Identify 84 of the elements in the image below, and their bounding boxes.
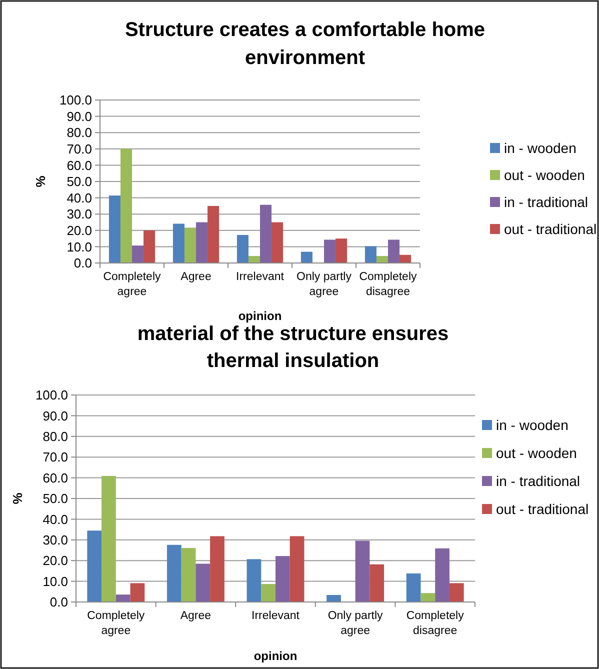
- bar: [144, 230, 156, 263]
- y-tick-label: 20.0: [42, 553, 68, 568]
- chart-title: material of the structure ensures thermal insulation: [137, 323, 449, 372]
- bar: [246, 559, 262, 602]
- bar: [208, 206, 220, 263]
- chart-title: Structure creates a comfortable home environment: [124, 19, 486, 69]
- bar: [388, 240, 400, 263]
- y-tick-label: 90.0: [66, 108, 92, 124]
- legend-label: out - wooden: [504, 166, 585, 183]
- x-tick-label: Only partly agree: [296, 271, 352, 298]
- y-tick-label: 10.0: [66, 239, 92, 254]
- bar: [196, 222, 208, 263]
- bar: [276, 556, 290, 602]
- bar: [172, 224, 184, 263]
- bar: [364, 246, 376, 263]
- bar: [132, 246, 144, 263]
- x-axis-title: opinion: [254, 649, 298, 663]
- x-tick-label: Irrelevant: [252, 610, 300, 622]
- bar: [300, 252, 312, 263]
- x-tick-label: Completely disagree: [406, 610, 464, 637]
- bar: [290, 536, 304, 602]
- bar: [108, 196, 120, 263]
- bar: [324, 240, 336, 263]
- y-tick-label: 70.0: [66, 141, 92, 156]
- bar: [370, 564, 384, 602]
- bar: [181, 548, 196, 602]
- y-tick-label: 50.0: [66, 174, 92, 190]
- y-tick-label: 30.0: [42, 532, 68, 548]
- y-tick-label: 20.0: [66, 222, 92, 238]
- bar: [272, 222, 284, 263]
- legend-label: in - traditional: [496, 472, 580, 489]
- x-tick-label: Agree: [180, 271, 212, 283]
- legend-label: in - traditional: [504, 194, 588, 210]
- bar: [355, 540, 370, 602]
- bar: [102, 476, 116, 602]
- bar: [196, 564, 210, 602]
- bar: [166, 544, 182, 602]
- bar: [210, 536, 224, 602]
- bar: [376, 256, 388, 263]
- bar: [260, 204, 272, 263]
- bar: [326, 594, 341, 602]
- y-tick-label: 100.0: [59, 92, 92, 108]
- bar: [400, 254, 412, 263]
- bar: [184, 228, 196, 263]
- legend-label: in - wooden: [496, 416, 568, 433]
- bar: [248, 256, 260, 263]
- legend-label: in - wooden: [504, 140, 576, 156]
- y-tick-label: 60.0: [66, 158, 92, 173]
- x-tick-label: Irrelevant: [236, 271, 285, 283]
- x-tick-label: Completely agree: [103, 271, 162, 298]
- x-tick-label: Completely disagree: [359, 271, 418, 298]
- x-tick-label: Completely agree: [87, 610, 145, 637]
- y-tick-label: 0.0: [74, 256, 92, 271]
- y-tick-label: 40.0: [42, 512, 68, 527]
- bar: [261, 584, 276, 602]
- bar: [336, 238, 348, 263]
- bar: [116, 594, 130, 602]
- bar: [406, 573, 421, 602]
- bar: [420, 593, 436, 602]
- bar: [435, 548, 450, 602]
- y-tick-label: 0.0: [50, 594, 68, 610]
- y-tick-label: 50.0: [42, 491, 68, 506]
- y-tick-label: 10.0: [42, 574, 68, 589]
- y-tick-label: 80.0: [42, 428, 68, 444]
- y-tick-label: 70.0: [42, 450, 68, 465]
- y-axis-title: %: [33, 175, 48, 188]
- y-tick-label: 90.0: [42, 408, 68, 424]
- y-tick-label: 30.0: [66, 206, 92, 222]
- legend-label: out - traditional: [496, 500, 589, 517]
- bar: [87, 530, 102, 602]
- x-axis-title: opinion: [238, 309, 282, 323]
- y-tick-label: 100.0: [35, 388, 68, 403]
- bar: [130, 583, 145, 602]
- y-tick-label: 40.0: [66, 190, 92, 206]
- bar: [449, 583, 464, 602]
- y-tick-label: 80.0: [66, 125, 92, 140]
- legend-label: out - traditional: [504, 220, 597, 237]
- x-tick-label: Agree: [180, 610, 212, 622]
- y-tick-label: 60.0: [42, 470, 68, 486]
- bar: [120, 148, 132, 263]
- bar: [236, 234, 248, 263]
- x-tick-label: Only partly agree: [328, 610, 384, 637]
- legend-label: out - wooden: [496, 444, 577, 461]
- y-axis-title: %: [10, 492, 25, 504]
